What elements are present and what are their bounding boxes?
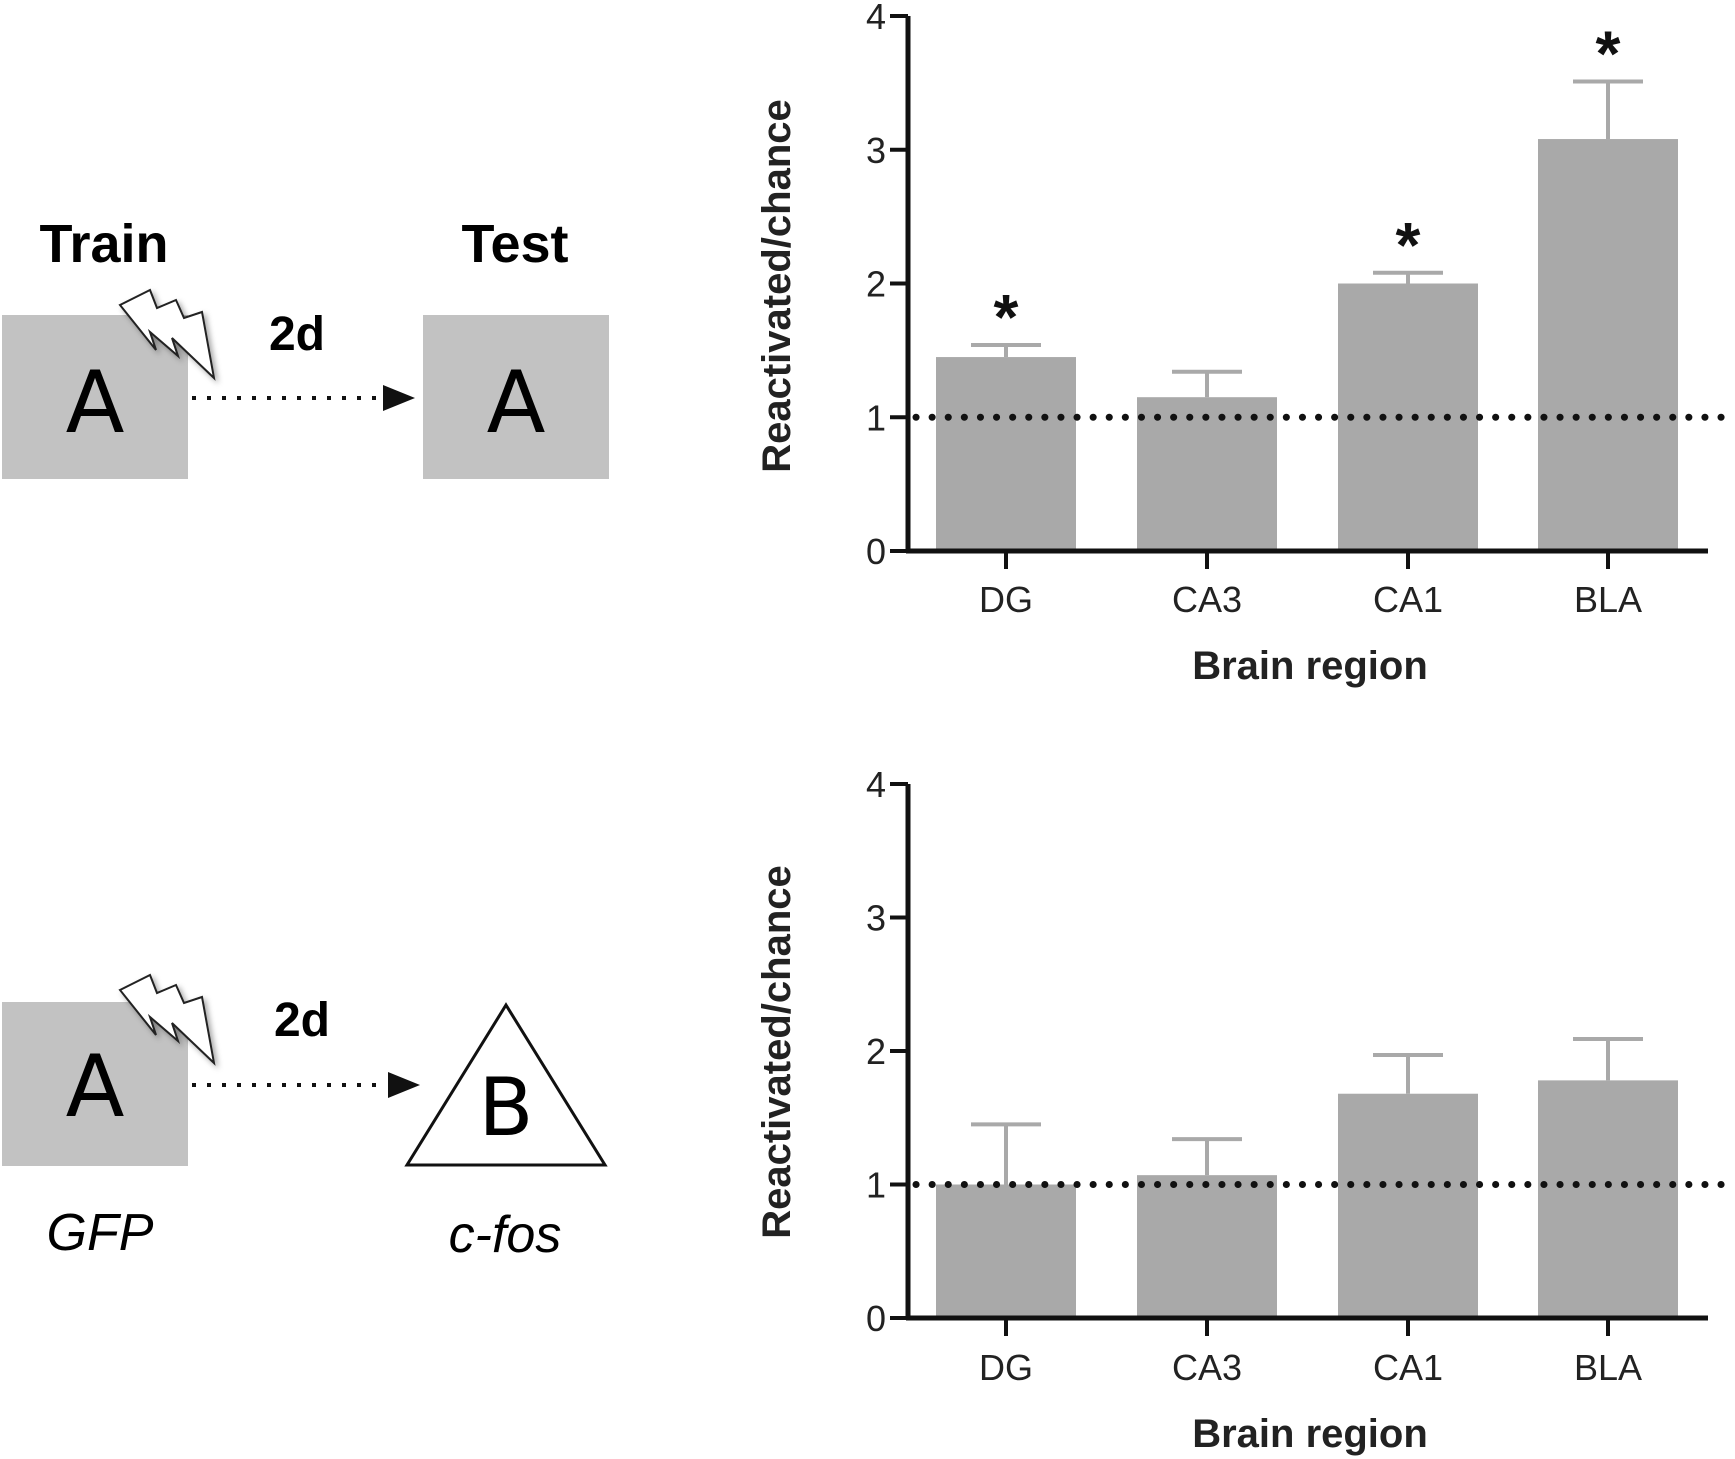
bar-ca1 — [1338, 283, 1478, 551]
y-tick-label: 1 — [866, 1165, 886, 1206]
y-tick-label: 3 — [866, 898, 886, 939]
x-tick-label: CA3 — [1172, 1347, 1242, 1388]
y-tick-label: 0 — [866, 531, 886, 572]
bar-bla — [1538, 1080, 1678, 1318]
x-tick-label: DG — [979, 579, 1033, 620]
shock-icon — [118, 973, 216, 1066]
bar-ca3 — [1137, 397, 1277, 551]
x-tick-label: CA1 — [1373, 579, 1443, 620]
bottom-bar-chart: 0 1 2 3 4 DG CA3 CA1 BLA Brain region Reactivated/… — [755, 764, 1735, 1456]
x-axis-title: Brain region — [1192, 1412, 1428, 1456]
test-context-letter: A — [487, 353, 546, 453]
x-tick-label: BLA — [1574, 579, 1642, 620]
bar-ca1 — [1338, 1093, 1478, 1318]
test-context-box — [423, 315, 609, 479]
bottom-diagram: A 2d B GFP c-fos — [2, 973, 608, 1264]
train-context-letter: A — [66, 1037, 125, 1137]
x-tick-label: BLA — [1574, 1347, 1642, 1388]
shock-icon — [118, 288, 216, 381]
train-context-letter: A — [66, 353, 125, 453]
y-axis-title: Reactivated/chance — [755, 99, 799, 473]
train-label: Train — [39, 214, 168, 274]
interval-label: 2d — [269, 308, 325, 361]
arrow-head-icon — [388, 1072, 420, 1098]
top-bar-chart: * * * 0 1 2 3 4 DG CA3 CA1 BLA Brain region Reactivat… — [755, 0, 1735, 688]
test-marker-label: c-fos — [449, 1206, 562, 1264]
bar-dg — [936, 1184, 1076, 1318]
y-tick-label: 2 — [866, 264, 886, 305]
test-label: Test — [461, 214, 568, 274]
bar-dg — [936, 357, 1076, 551]
y-tick-label: 4 — [866, 764, 886, 805]
x-tick-label: DG — [979, 1347, 1033, 1388]
significance-star: * — [994, 281, 1019, 353]
x-tick-label: CA3 — [1172, 579, 1242, 620]
bar-bla — [1538, 139, 1678, 552]
x-axis-title: Brain region — [1192, 644, 1428, 688]
y-tick-label: 4 — [866, 0, 886, 37]
y-tick-label: 3 — [866, 130, 886, 171]
y-tick-label: 0 — [866, 1298, 886, 1339]
y-axis-title: Reactivated/chance — [755, 865, 799, 1239]
x-tick-label: CA1 — [1373, 1347, 1443, 1388]
arrow-head-icon — [383, 385, 415, 411]
y-tick-label: 1 — [866, 397, 886, 438]
train-context-box — [2, 315, 188, 479]
test-context-triangle — [404, 1002, 608, 1167]
y-tick-label: 2 — [866, 1031, 886, 1072]
test-context-letter: B — [479, 1061, 534, 1154]
significance-star: * — [1596, 18, 1621, 90]
bar-ca3 — [1137, 1175, 1277, 1318]
train-context-box — [2, 1002, 188, 1166]
interval-label: 2d — [274, 994, 330, 1047]
top-diagram: Train Test A 2d A — [2, 214, 609, 479]
train-marker-label: GFP — [47, 1204, 154, 1262]
significance-star: * — [1396, 209, 1421, 281]
